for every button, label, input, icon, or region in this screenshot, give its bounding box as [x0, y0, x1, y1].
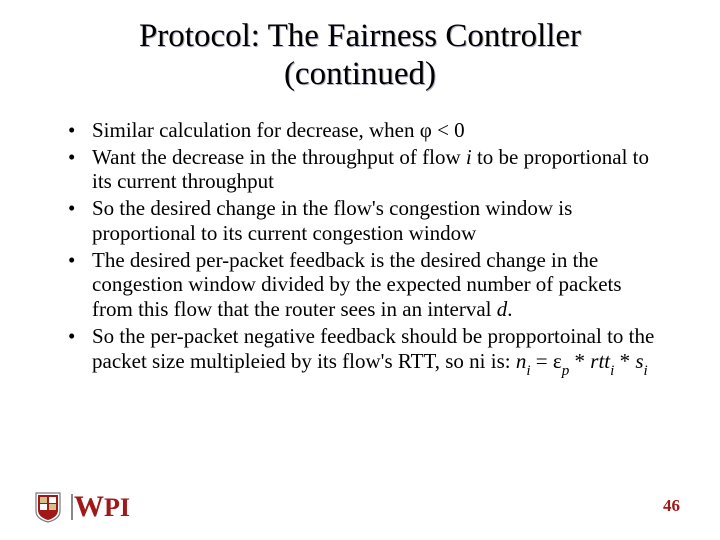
eq-text: * [614, 349, 635, 373]
logo-letter-p: P [104, 493, 120, 523]
eq-text: = ε [531, 349, 562, 373]
eq-sub: i [526, 363, 530, 379]
bullet-text: . [507, 297, 512, 321]
title-line-2: (continued) [284, 56, 436, 92]
logo-separator [71, 494, 73, 520]
slide: Protocol: The Fairness Controller (conti… [0, 0, 720, 540]
bullet-text: Similar calculation for decrease, when φ… [92, 118, 465, 142]
logo-letter-i: I [120, 493, 130, 523]
bullet-item: Similar calculation for decrease, when φ… [68, 118, 660, 143]
eq-sub: i [644, 363, 648, 379]
slide-title: Protocol: The Fairness Controller (conti… [60, 18, 660, 94]
slide-footer: W P I 46 [0, 484, 720, 524]
wpi-logo: W P I [34, 490, 130, 524]
bullet-item: The desired per-packet feedback is the d… [68, 248, 660, 322]
bullet-text: The desired per-packet feedback is the d… [92, 248, 622, 322]
crest-icon [34, 491, 62, 523]
wpi-wordmark: W P I [68, 490, 130, 524]
bullet-item: Want the decrease in the throughput of f… [68, 145, 660, 195]
eq-sub: i [610, 363, 614, 379]
bullet-list: Similar calculation for decrease, when φ… [60, 118, 660, 379]
eq-var: n [516, 349, 527, 373]
bullet-item: So the desired change in the flow's cong… [68, 196, 660, 246]
title-line-1: Protocol: The Fairness Controller [139, 18, 581, 54]
italic-var: d [497, 297, 508, 321]
eq-sub: p [562, 363, 570, 379]
logo-letter-w: W [74, 490, 104, 524]
bullet-item: So the per-packet negative feedback shou… [68, 324, 660, 379]
page-number: 46 [663, 496, 680, 516]
eq-var: rtt [590, 349, 610, 373]
eq-text: * [569, 349, 590, 373]
bullet-text: Want the decrease in the throughput of f… [92, 145, 466, 169]
eq-var: s [635, 349, 643, 373]
bullet-text: So the desired change in the flow's cong… [92, 196, 572, 245]
